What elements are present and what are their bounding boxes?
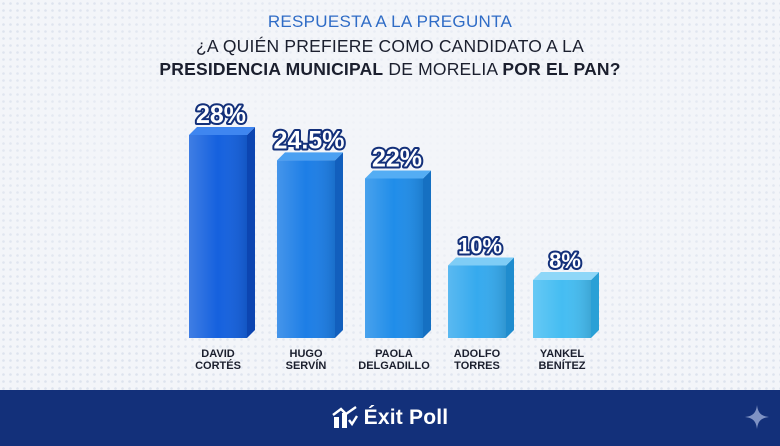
- category-label: ADOLFO TORRES: [454, 348, 501, 372]
- bar-side: [591, 272, 599, 338]
- bar-2: [277, 152, 343, 338]
- bar-3: [365, 170, 431, 338]
- bar-top: [448, 257, 514, 266]
- chart-question: ¿A QUIÉN PREFIERE COMO CANDIDATO A LA PR…: [0, 35, 780, 81]
- value-label: 8%: [549, 248, 581, 273]
- bar-side: [247, 127, 255, 338]
- bar-4: [448, 257, 514, 338]
- bar-shade: [533, 280, 591, 338]
- category-label: HUGO SERVÍN: [286, 348, 327, 372]
- category-label: PAOLA DELGADILLO: [358, 348, 430, 372]
- question-line-2: PRESIDENCIA MUNICIPAL DE MORELIA POR EL …: [0, 58, 780, 81]
- bar-top: [365, 170, 431, 179]
- bar-5: [533, 272, 599, 338]
- category-label: DAVID CORTÉS: [195, 348, 241, 372]
- bar-side: [506, 257, 514, 338]
- bar-shade: [448, 265, 506, 338]
- value-label: 28%: [196, 101, 246, 129]
- bar-shade: [365, 178, 423, 338]
- bar-top: [277, 152, 343, 161]
- question-mid: DE MORELIA: [383, 59, 503, 79]
- chart-subtitle: RESPUESTA A LA PREGUNTA: [267, 12, 513, 31]
- question-bold-2: POR EL PAN?: [502, 59, 621, 79]
- brand-name: Éxit Poll: [363, 406, 449, 429]
- bar-shade: [277, 160, 335, 338]
- bar-1: [189, 127, 255, 338]
- sparkle-icon: [745, 405, 769, 429]
- bar-shade: [189, 135, 247, 338]
- bar-top: [533, 272, 599, 280]
- exit-poll-logo-icon: [331, 406, 358, 428]
- value-label: 22%: [372, 145, 422, 173]
- footer-logo[interactable]: Éxit Poll: [0, 390, 780, 446]
- bar-side: [335, 152, 343, 338]
- footer-bar: Éxit Poll: [0, 390, 780, 446]
- bar-side: [423, 170, 431, 338]
- bar-top: [189, 127, 255, 135]
- question-line-1: ¿A QUIÉN PREFIERE COMO CANDIDATO A LA: [196, 36, 584, 56]
- question-bold-1: PRESIDENCIA MUNICIPAL: [159, 59, 384, 79]
- bar-chart: 28% DAVID CORTÉS 24.5% HUGO SERVÍN 22% PAOLA DEL…: [189, 99, 599, 372]
- value-label: 24.5%: [274, 126, 345, 154]
- category-label: YANKEL BENÍTEZ: [538, 348, 585, 372]
- value-label: 10%: [458, 234, 502, 259]
